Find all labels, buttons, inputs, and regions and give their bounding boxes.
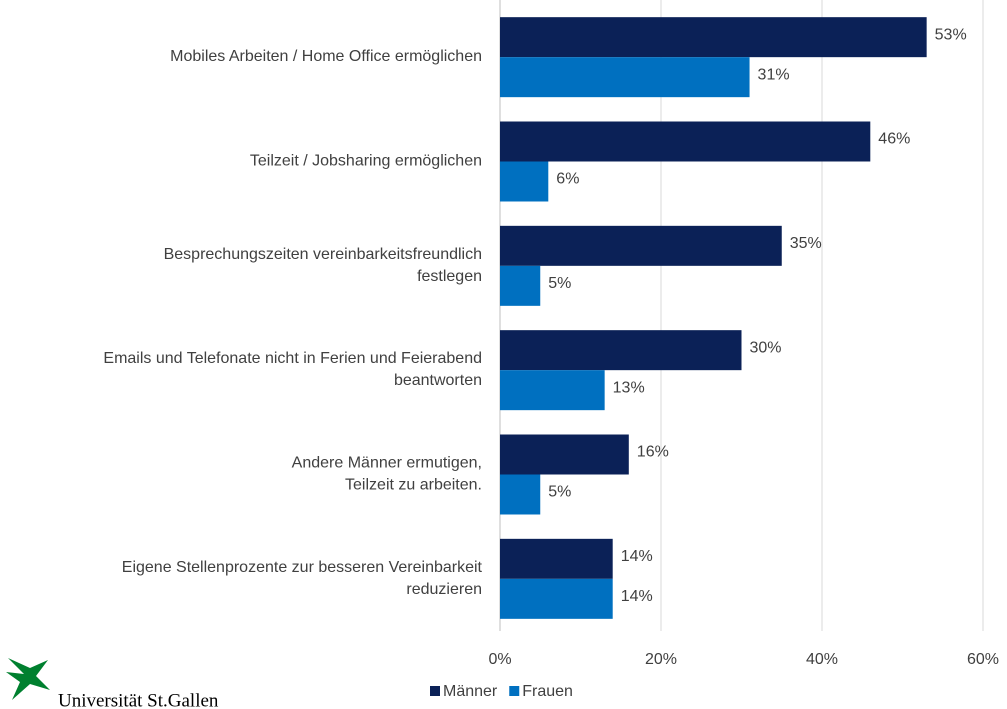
logo: Universität St.Gallen [6,658,219,709]
legend-label: Männer [443,683,498,700]
category-label: Emails und Telefonate nicht in Ferien un… [103,350,482,389]
bar [500,578,613,619]
bar [500,17,927,58]
data-label: 16% [637,444,669,461]
x-tick-label: 60% [967,651,999,668]
x-tick-label: 40% [806,651,838,668]
data-label: 13% [613,379,645,396]
data-label: 46% [878,131,910,148]
legend-label: Frauen [522,683,573,700]
category-label: Mobiles Arbeiten / Home Office ermöglich… [170,48,482,65]
logo-icon [6,658,50,700]
data-label: 14% [621,548,653,565]
bar [500,370,605,411]
legend-swatch [509,686,520,696]
bar [500,265,541,306]
bar [500,121,871,162]
bar [500,161,549,202]
x-tick-label: 0% [488,651,511,668]
data-label: 35% [790,235,822,252]
bar [500,538,613,579]
bar [500,474,541,515]
x-tick-label: 20% [645,651,677,668]
data-label: 14% [621,588,653,605]
data-label: 31% [758,66,790,83]
data-label: 6% [556,171,579,188]
category-label: Eigene Stellenprozente zur besseren Vere… [122,559,483,598]
data-label: 30% [750,339,782,356]
category-label: Teilzeit / Jobsharing ermöglichen [250,153,482,170]
bar [500,225,782,266]
category-label: Andere Männer ermutigen, Teilzeit zu arbe… [292,455,482,494]
category-label: Besprechungszeiten vereinbarkeitsfreundl… [164,246,482,285]
data-label: 53% [935,26,967,43]
data-label: 5% [548,275,571,292]
bar [500,330,742,371]
logo-text: Universität St.Gallen [58,690,219,709]
bar [500,57,750,98]
bar [500,434,629,475]
data-label: 5% [548,484,571,501]
legend-swatch [430,686,440,696]
